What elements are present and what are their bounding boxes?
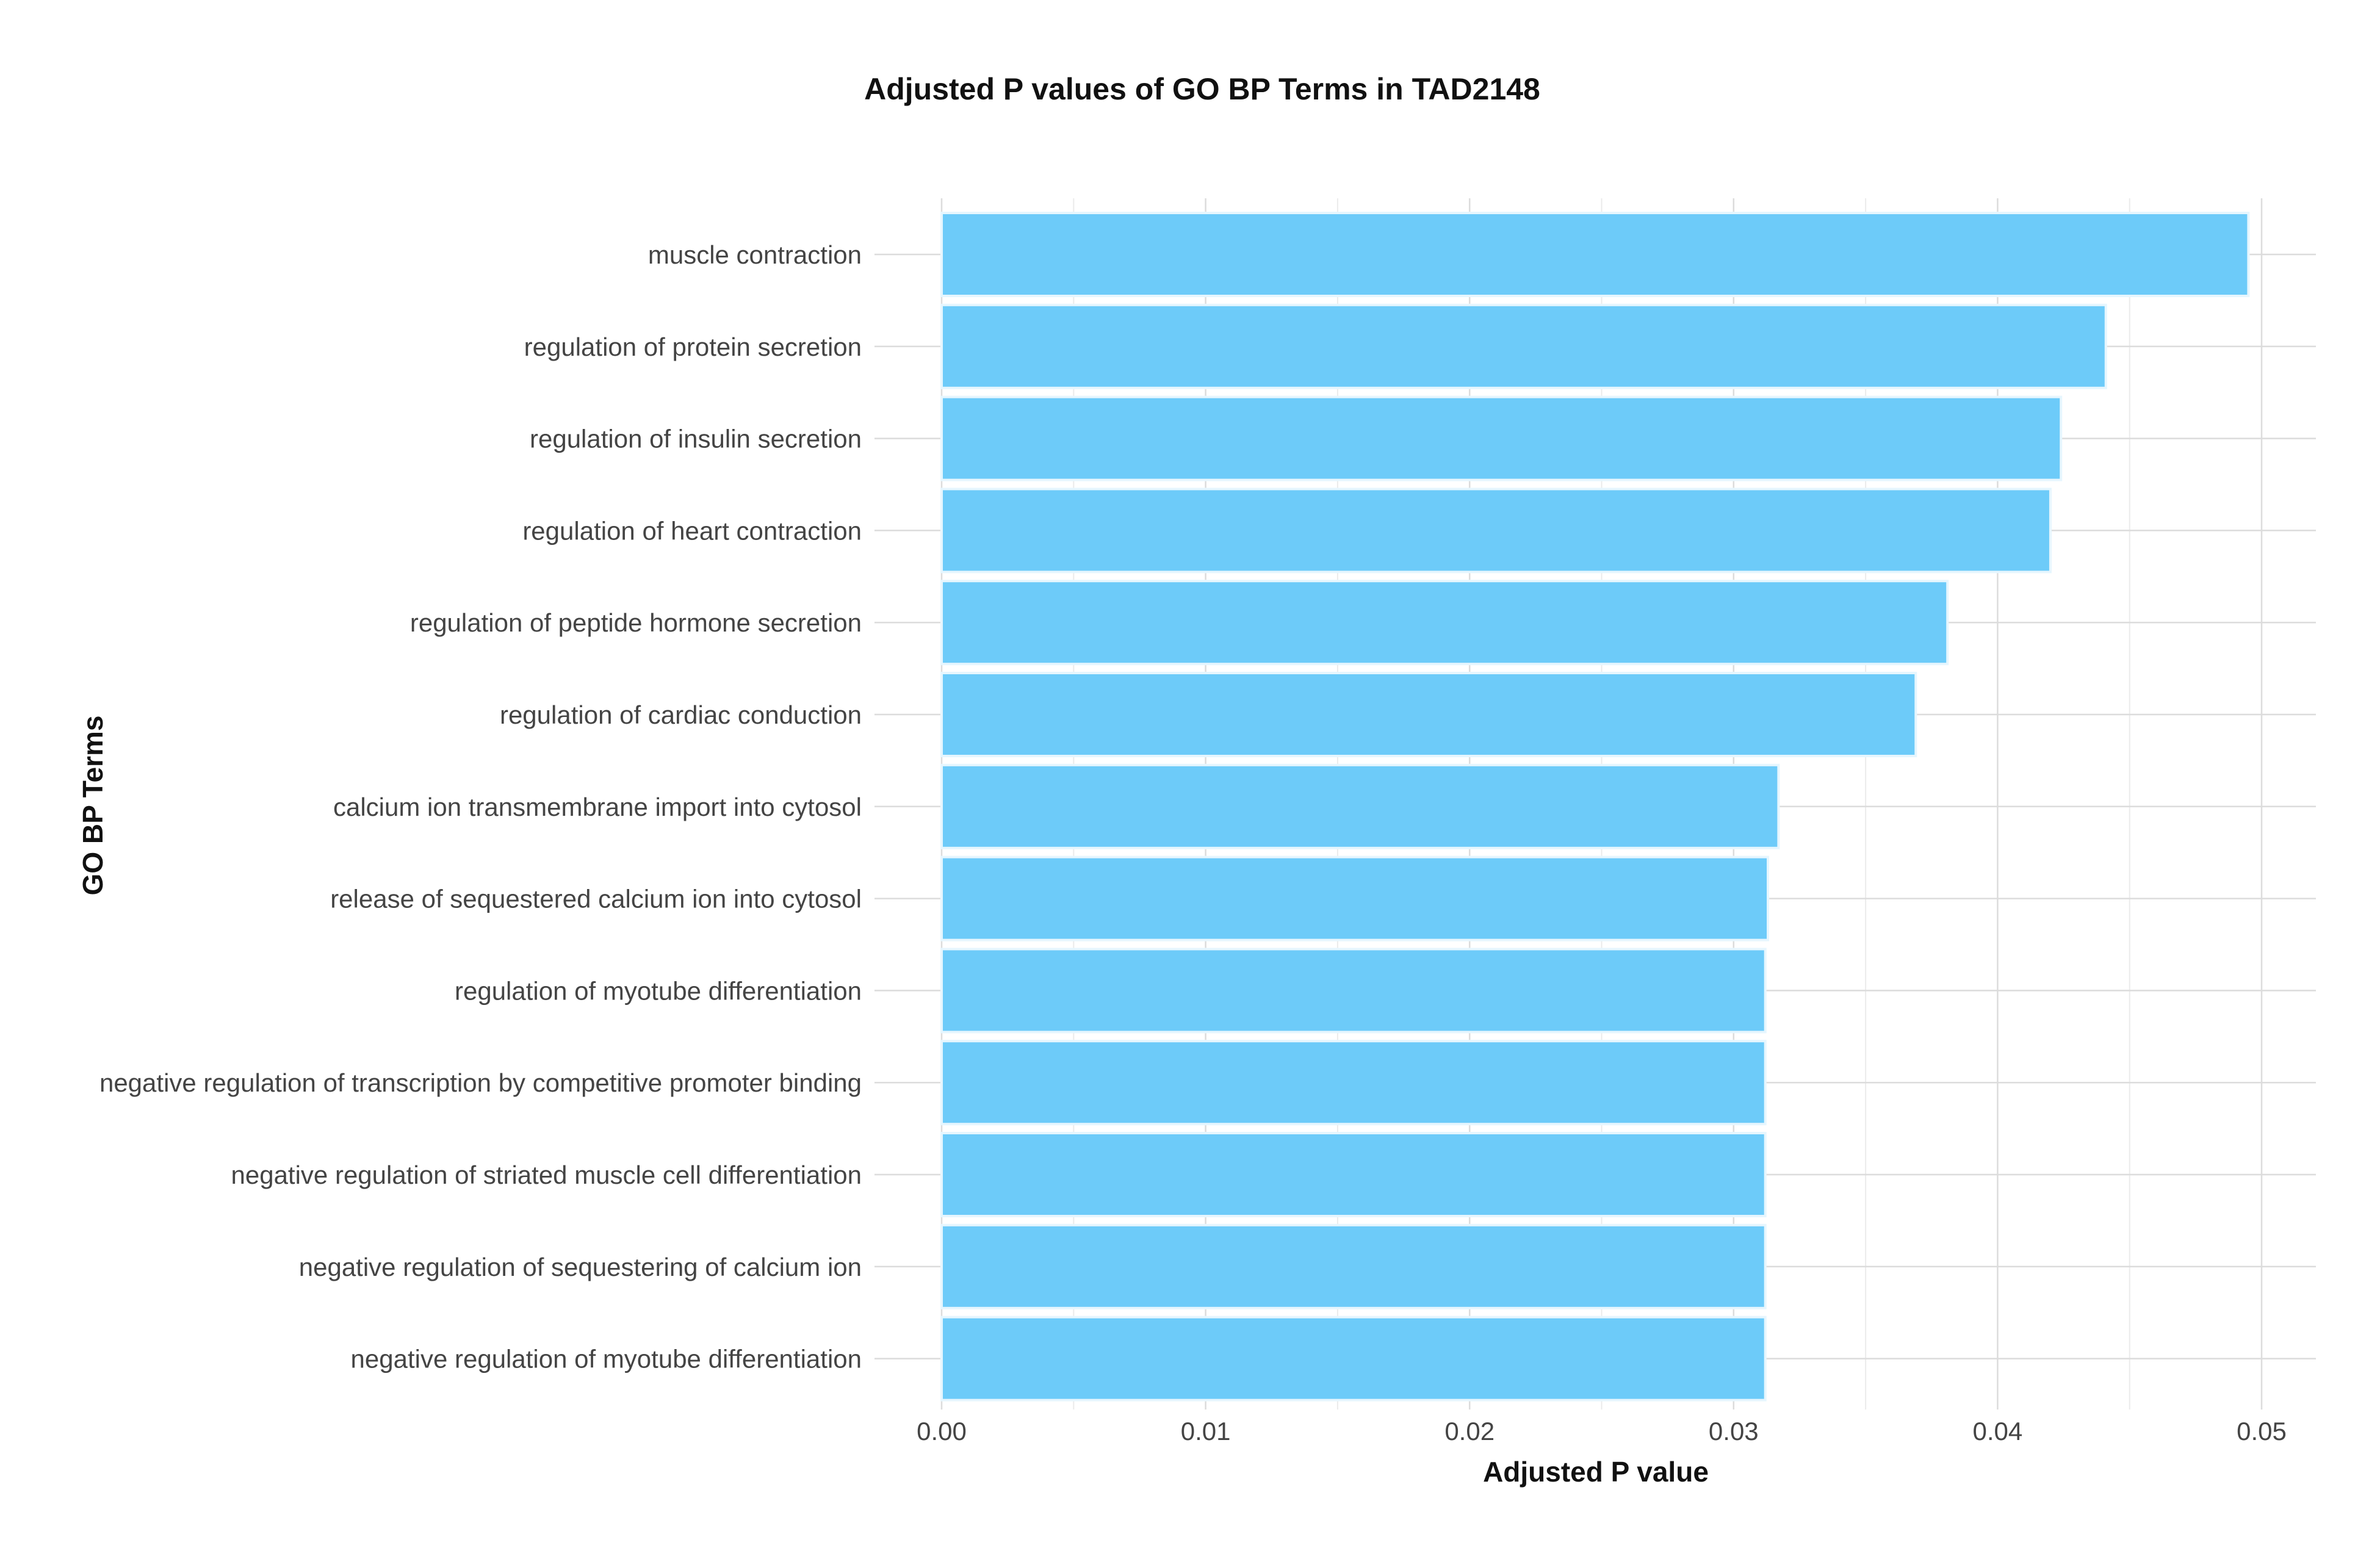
category-label: regulation of protein secretion bbox=[524, 333, 862, 361]
x-tick-label: 0.04 bbox=[1973, 1417, 2023, 1446]
category-label: release of sequestered calcium ion into … bbox=[330, 885, 862, 913]
category-label: regulation of heart contraction bbox=[522, 516, 862, 545]
x-tick-label: 0.05 bbox=[2237, 1417, 2287, 1446]
category-label: muscle contraction bbox=[648, 240, 862, 269]
category-label: calcium ion transmembrane import into cy… bbox=[333, 793, 862, 821]
x-tick-label: 0.03 bbox=[1709, 1417, 1759, 1446]
x-tick-labels: 0.00 0.01 0.02 0.03 0.04 0.05 bbox=[917, 1417, 2287, 1446]
category-label: negative regulation of myotube different… bbox=[351, 1345, 862, 1374]
chart-title: Adjusted P values of GO BP Terms in TAD2… bbox=[864, 72, 1540, 106]
bar bbox=[940, 1132, 1767, 1217]
category-label: regulation of myotube differentiation bbox=[455, 976, 862, 1005]
x-tick-label: 0.02 bbox=[1444, 1417, 1495, 1446]
category-label: regulation of insulin secretion bbox=[530, 425, 862, 453]
bar bbox=[940, 212, 2250, 297]
category-label: negative regulation of striated muscle c… bbox=[231, 1161, 862, 1189]
x-axis-title: Adjusted P value bbox=[1483, 1456, 1709, 1488]
bar bbox=[940, 948, 1767, 1034]
bar bbox=[940, 672, 1917, 757]
bar bbox=[940, 1316, 1767, 1402]
bar bbox=[940, 303, 2107, 389]
x-tick-label: 0.00 bbox=[917, 1417, 967, 1446]
x-tick-label: 0.01 bbox=[1181, 1417, 1231, 1446]
bar bbox=[940, 763, 1780, 849]
bar bbox=[940, 488, 2052, 574]
category-labels: muscle contraction regulation of protein … bbox=[99, 240, 862, 1374]
y-axis-title: GO BP Terms bbox=[77, 716, 109, 896]
category-label: regulation of peptide hormone secretion bbox=[410, 608, 862, 637]
category-label: regulation of cardiac conduction bbox=[500, 700, 862, 729]
bar bbox=[940, 1040, 1767, 1126]
bars-layer bbox=[940, 212, 2250, 1402]
bar bbox=[940, 1223, 1767, 1309]
category-label: negative regulation of sequestering of c… bbox=[299, 1253, 862, 1281]
category-label: negative regulation of transcription by … bbox=[99, 1068, 862, 1097]
bar bbox=[940, 395, 2063, 481]
bar bbox=[940, 855, 1770, 942]
bar bbox=[940, 580, 1949, 666]
